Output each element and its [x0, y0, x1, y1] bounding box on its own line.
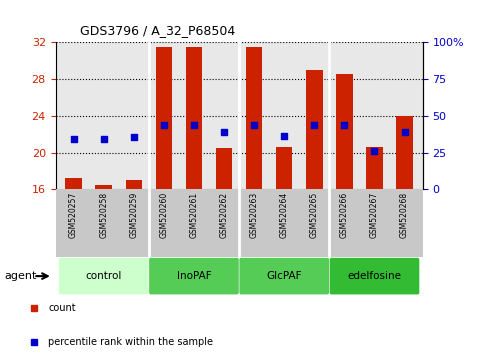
Text: GSM520262: GSM520262	[220, 192, 228, 238]
Point	[311, 122, 318, 128]
Text: GlcPAF: GlcPAF	[267, 271, 302, 281]
Text: GSM520263: GSM520263	[250, 192, 258, 238]
Bar	[185, 47, 202, 189]
Point	[220, 130, 228, 135]
Text: GSM520266: GSM520266	[340, 192, 349, 238]
Text: control: control	[85, 271, 122, 281]
FancyBboxPatch shape	[149, 258, 239, 295]
Text: GSM520257: GSM520257	[69, 192, 78, 238]
Point	[341, 122, 348, 128]
Text: GSM520265: GSM520265	[310, 192, 319, 238]
FancyBboxPatch shape	[59, 258, 148, 295]
Text: InoPAF: InoPAF	[177, 271, 211, 281]
Text: GSM520268: GSM520268	[400, 192, 409, 238]
Text: percentile rank within the sample: percentile rank within the sample	[48, 337, 213, 347]
Bar	[336, 74, 353, 189]
Text: GSM520259: GSM520259	[129, 192, 138, 238]
Text: count: count	[48, 303, 76, 313]
Point	[130, 134, 138, 140]
Bar	[156, 47, 172, 189]
Point	[70, 136, 77, 142]
Point	[100, 136, 108, 142]
Bar	[276, 147, 293, 189]
Bar	[216, 148, 232, 189]
Bar	[396, 116, 413, 189]
Bar	[65, 178, 82, 189]
Text: GSM520267: GSM520267	[370, 192, 379, 238]
Text: GSM520258: GSM520258	[99, 192, 108, 238]
Text: edelfosine: edelfosine	[347, 271, 401, 281]
Bar	[246, 47, 262, 189]
FancyBboxPatch shape	[240, 258, 329, 295]
Point	[280, 133, 288, 139]
Text: GSM520264: GSM520264	[280, 192, 289, 238]
Point	[401, 130, 409, 135]
Bar	[96, 185, 112, 189]
Text: GSM520261: GSM520261	[189, 192, 199, 238]
Text: GSM520260: GSM520260	[159, 192, 169, 238]
Text: agent: agent	[5, 271, 37, 281]
Bar	[366, 147, 383, 189]
Point	[250, 122, 258, 128]
Bar	[306, 70, 323, 189]
Bar	[126, 180, 142, 189]
FancyBboxPatch shape	[330, 258, 419, 295]
Text: GDS3796 / A_32_P68504: GDS3796 / A_32_P68504	[80, 24, 235, 37]
Point	[190, 122, 198, 128]
Point	[370, 148, 378, 154]
Point	[160, 122, 168, 128]
